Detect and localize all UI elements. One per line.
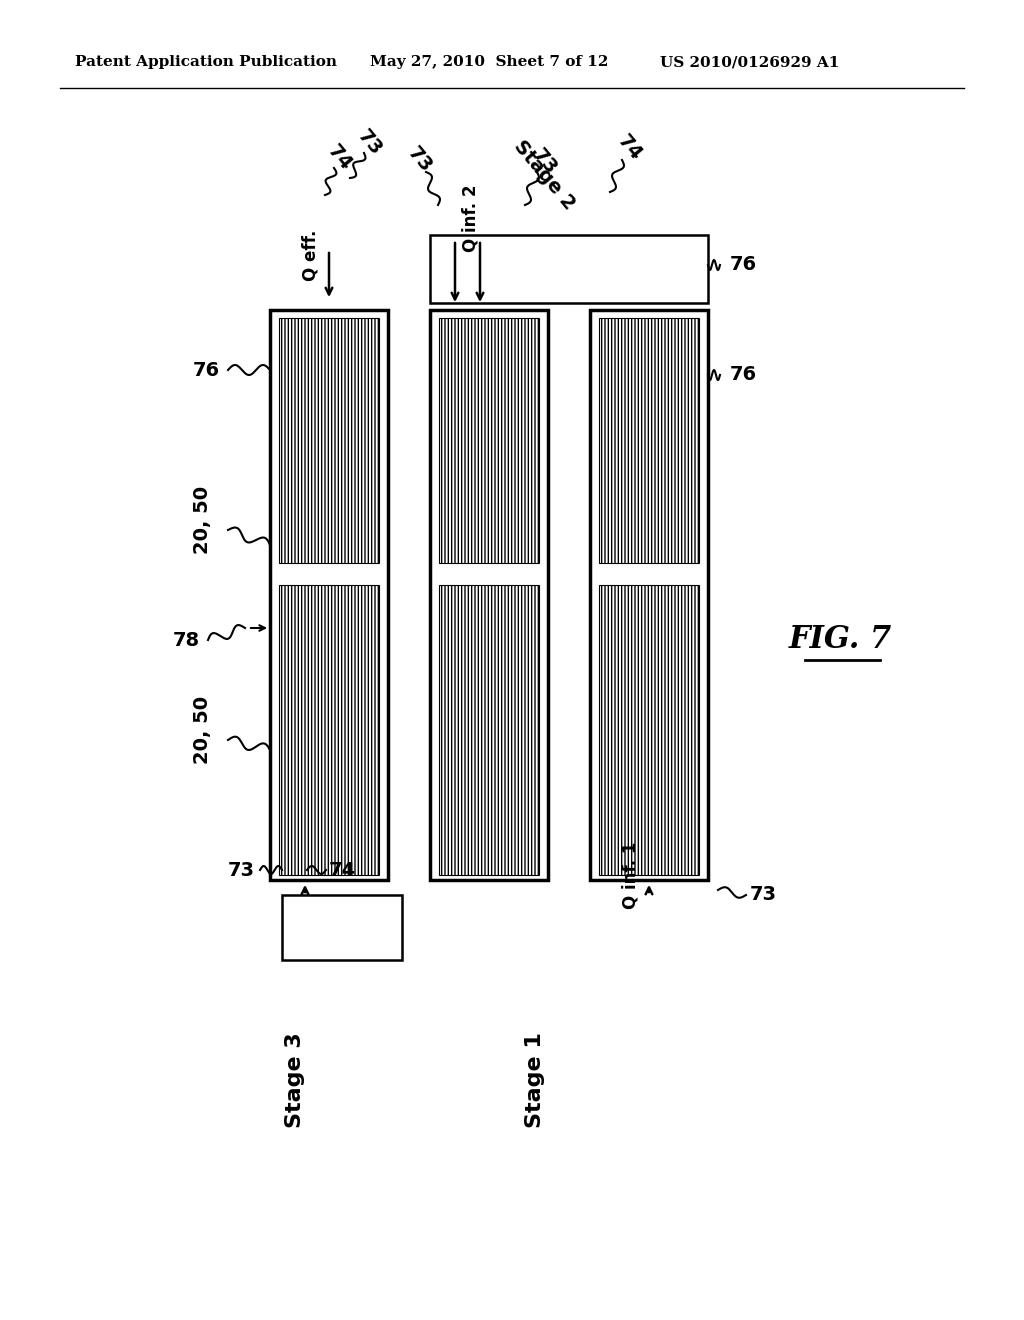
Text: Stage 3: Stage 3 [285,1032,305,1127]
Text: 76: 76 [730,366,757,384]
Text: May 27, 2010  Sheet 7 of 12: May 27, 2010 Sheet 7 of 12 [370,55,608,69]
Text: Q inf. 2: Q inf. 2 [462,185,480,252]
Text: 20, 50: 20, 50 [193,696,212,764]
Text: FIG. 7: FIG. 7 [788,624,892,656]
Text: 73: 73 [404,144,436,177]
Bar [270,310,388,880]
Text: US 2010/0126929 A1: US 2010/0126929 A1 [660,55,840,69]
Text: 76: 76 [193,360,220,380]
Text: 73: 73 [228,861,255,879]
Bar [430,310,548,880]
Text: Stage 2: Stage 2 [510,137,579,214]
Bar [599,585,699,875]
Text: Stage 1: Stage 1 [525,1032,545,1127]
Text: Q inf. 1: Q inf. 1 [622,841,640,908]
Bar [430,235,708,304]
Text: Q eff.: Q eff. [302,230,319,281]
Bar [279,318,379,564]
Bar [590,310,708,880]
Text: 73: 73 [529,145,561,178]
Text: 74: 74 [324,141,356,174]
Bar [439,585,539,875]
Text: 73: 73 [750,886,776,904]
Text: 73: 73 [354,127,386,160]
Bar [279,585,379,875]
Text: 74: 74 [614,132,646,165]
Text: 78: 78 [173,631,200,649]
Text: Patent Application Publication: Patent Application Publication [75,55,337,69]
Text: 74: 74 [329,861,355,879]
Bar [439,318,539,564]
Bar [282,895,402,960]
Bar [599,318,699,564]
Text: 20, 50: 20, 50 [193,486,212,554]
Text: 76: 76 [730,256,757,275]
